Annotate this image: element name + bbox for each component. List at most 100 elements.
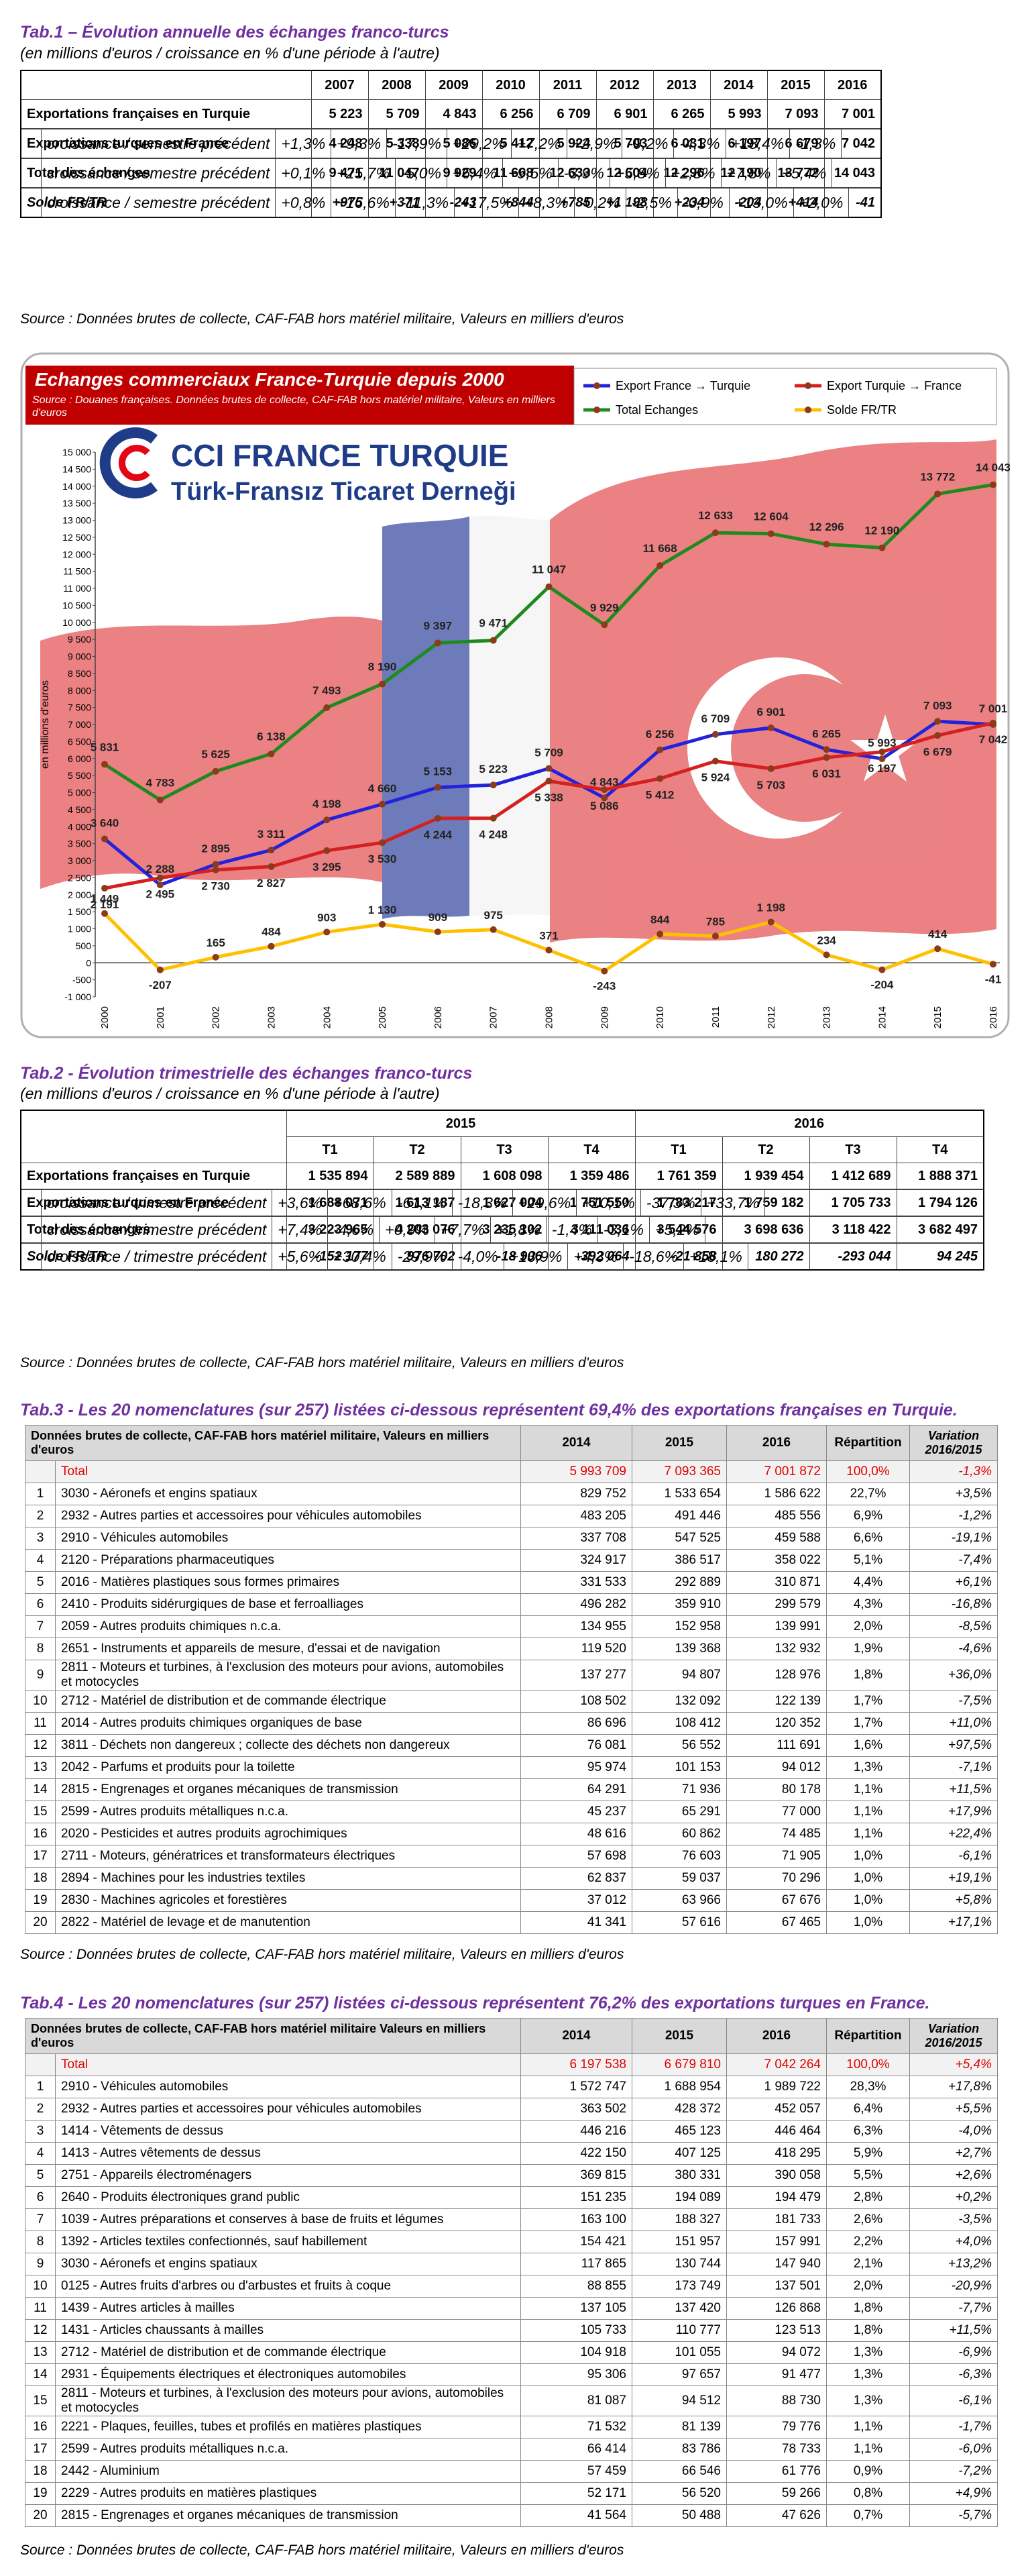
cell: +11,0% bbox=[909, 1712, 998, 1735]
year-header: 2015 bbox=[286, 1110, 636, 1137]
data-label: 785 bbox=[706, 915, 725, 928]
row-label: 1431 - Articles chaussants à mailles bbox=[55, 2319, 521, 2342]
cell: 105 733 bbox=[520, 2319, 632, 2342]
data-point bbox=[268, 943, 275, 950]
table-row: 13 2712 - Matériel de distribution et de … bbox=[25, 2341, 998, 2364]
cell: +5,2% bbox=[648, 1216, 705, 1243]
table-row: 5 2016 - Matières plastiques sous formes … bbox=[25, 1571, 998, 1594]
data-point bbox=[878, 966, 886, 973]
table-row: 15 2811 - Moteurs et turbines, à l'exclus… bbox=[25, 2385, 998, 2416]
cell: 41 341 bbox=[520, 1911, 632, 1934]
table-row: 2 2932 - Autres parties et accessoires po… bbox=[25, 1505, 998, 1527]
cell: -7,5% bbox=[909, 1690, 998, 1713]
column-header: T4 bbox=[547, 1136, 636, 1163]
cell: 0,9% bbox=[826, 2460, 910, 2483]
cell: 6 197 538 bbox=[520, 2053, 632, 2076]
cell: 67 676 bbox=[726, 1889, 827, 1912]
cell: 369 815 bbox=[520, 2164, 632, 2187]
x-tick-label: 2010 bbox=[654, 1006, 666, 1028]
data-point bbox=[545, 583, 553, 590]
row-label: 2599 - Autres produits métalliques n.c.a… bbox=[55, 2438, 521, 2461]
rank: 14 bbox=[25, 1778, 56, 1801]
rank: 7 bbox=[25, 1615, 56, 1638]
data-point bbox=[545, 947, 553, 954]
row-label: 3811 - Déchets non dangereux ; collecte … bbox=[55, 1734, 521, 1757]
cell: 358 022 bbox=[726, 1549, 827, 1572]
table-row: 20 2815 - Engrenages et organes mécanique… bbox=[25, 2504, 998, 2527]
data-label: 2 288 bbox=[146, 863, 175, 875]
cell: -1,7% bbox=[909, 2416, 998, 2438]
cell: +18,1% bbox=[683, 1243, 748, 1270]
data-label: 414 bbox=[928, 928, 948, 941]
logo-subtitle: Türk-Fransız Ticaret Derneği bbox=[171, 478, 516, 506]
cell: 37 012 bbox=[520, 1889, 632, 1912]
data-point bbox=[490, 637, 497, 644]
cell: +1,8% bbox=[490, 1216, 547, 1243]
row-label: Exportations françaises en Turquie bbox=[20, 99, 312, 129]
cell: 331 533 bbox=[520, 1571, 632, 1594]
table-row: 16 2221 - Plaques, feuilles, tubes et pro… bbox=[25, 2416, 998, 2438]
cell: +10,1% bbox=[576, 1189, 641, 1216]
data-point bbox=[767, 724, 775, 732]
cell: 390 058 bbox=[726, 2164, 827, 2187]
column-header: 2007 bbox=[310, 70, 369, 100]
y-tick-label: -500 bbox=[72, 975, 91, 985]
column-header: T2 bbox=[722, 1136, 810, 1163]
cell: 5 223 bbox=[310, 99, 369, 129]
cell: +2,8% bbox=[665, 158, 722, 188]
y-tick-label: 1 500 bbox=[68, 906, 91, 917]
chart: Echanges commerciaux France-Turquie depu… bbox=[20, 352, 1010, 1038]
cell: +17,5% bbox=[454, 188, 519, 217]
rank: 4 bbox=[25, 1549, 56, 1572]
cell: 100,0% bbox=[826, 1460, 910, 1483]
data-point bbox=[767, 918, 775, 926]
cell: 110 777 bbox=[632, 2319, 727, 2342]
cell: 60 862 bbox=[632, 1823, 727, 1845]
cell: 65 291 bbox=[632, 1801, 727, 1823]
legend-marker bbox=[805, 382, 811, 389]
cell: 147 940 bbox=[726, 2253, 827, 2275]
column-header: 2016 bbox=[726, 2018, 827, 2054]
cell: +3,6% bbox=[272, 1189, 329, 1216]
data-point bbox=[434, 784, 441, 791]
data-label: 7 493 bbox=[312, 684, 341, 697]
cell: 1 688 954 bbox=[632, 2076, 727, 2098]
cell: +3,5% bbox=[909, 1483, 998, 1505]
data-point bbox=[711, 757, 719, 765]
cell: 56 520 bbox=[632, 2482, 727, 2505]
cell: 57 698 bbox=[520, 1845, 632, 1868]
rank: 1 bbox=[25, 1483, 56, 1505]
table-row: 8 1392 - Articles textiles confectionnés,… bbox=[25, 2231, 998, 2253]
data-label: 1 198 bbox=[756, 901, 785, 914]
data-point bbox=[268, 750, 275, 757]
data-label: 484 bbox=[262, 926, 281, 938]
crescent-inner bbox=[731, 674, 878, 822]
data-label: 7 093 bbox=[923, 699, 952, 712]
y-tick-label: 2 500 bbox=[68, 872, 91, 883]
data-point bbox=[156, 796, 164, 804]
data-label: 4 244 bbox=[424, 828, 453, 841]
y-tick-label: 5 500 bbox=[68, 770, 91, 781]
cell: 139 991 bbox=[726, 1615, 827, 1638]
table-title: Tab.2 - Évolution trimestrielle des écha… bbox=[20, 1064, 473, 1083]
data-label: 6 679 bbox=[923, 745, 952, 758]
table-row: 18 2894 - Machines pour les industries te… bbox=[25, 1867, 998, 1890]
cell: 5,1% bbox=[826, 1549, 910, 1572]
row-label: 2014 - Autres produits chimiques organiq… bbox=[55, 1712, 521, 1735]
row-label: 2910 - Véhicules automobiles bbox=[55, 1527, 521, 1550]
row-label: 2042 - Parfums et produits pour la toile… bbox=[55, 1756, 521, 1779]
column-header: T1 bbox=[634, 1136, 723, 1163]
header-row: 2015 2016 bbox=[21, 1110, 984, 1137]
data-point bbox=[379, 800, 386, 808]
cell: 47 626 bbox=[726, 2504, 827, 2527]
data-point bbox=[934, 945, 941, 953]
cell: 1 705 733 bbox=[809, 1189, 897, 1216]
rank-cell bbox=[25, 1460, 56, 1483]
data-point bbox=[656, 775, 664, 782]
cell: 59 266 bbox=[726, 2482, 827, 2505]
cell: 81 139 bbox=[632, 2416, 727, 2438]
table-row: 10 0125 - Autres fruits d'arbres ou d'arb… bbox=[25, 2275, 998, 2298]
cell: 137 105 bbox=[520, 2297, 632, 2320]
x-tick-label: 2013 bbox=[821, 1006, 833, 1028]
cell: 1 359 486 bbox=[547, 1163, 636, 1189]
